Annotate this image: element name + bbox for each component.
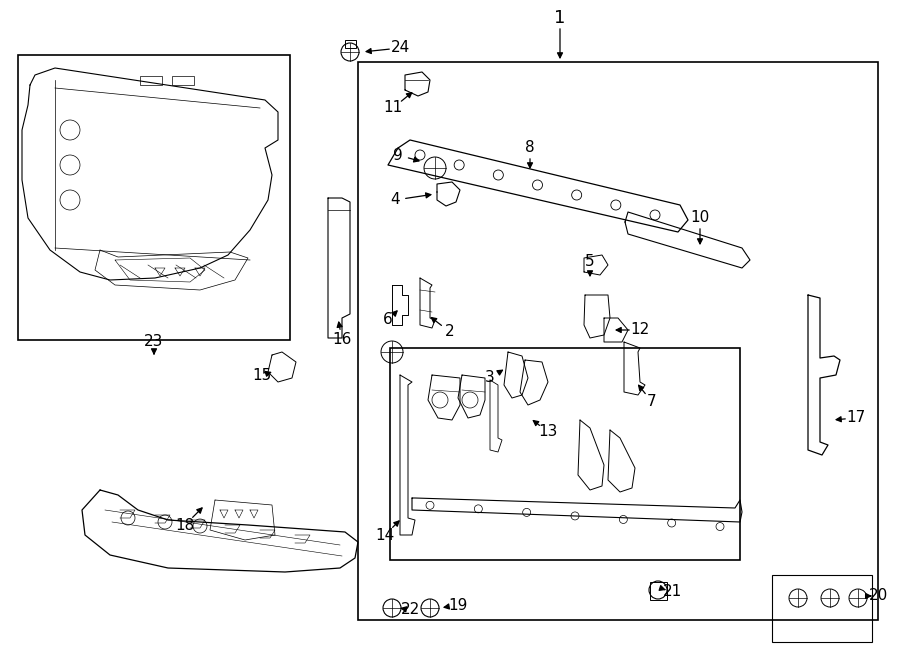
Bar [140, 76, 162, 85]
Text: 4: 4 [391, 192, 400, 208]
Text: 18: 18 [176, 518, 194, 533]
Text: 14: 14 [375, 527, 394, 543]
Text: 22: 22 [400, 602, 419, 617]
Bar [390, 348, 740, 560]
Text: 12: 12 [630, 323, 650, 338]
Text: 13: 13 [538, 424, 558, 440]
Text: 23: 23 [144, 334, 164, 350]
Text: 7: 7 [647, 395, 657, 410]
Text: 17: 17 [846, 410, 866, 426]
Text: 6: 6 [383, 313, 393, 327]
Text: 19: 19 [448, 598, 468, 613]
Bar [772, 575, 872, 642]
Text: 24: 24 [391, 40, 410, 56]
Text: 2: 2 [446, 325, 454, 340]
Bar [172, 76, 194, 85]
Text: 11: 11 [383, 100, 402, 116]
Text: 16: 16 [332, 332, 352, 348]
Bar [18, 55, 290, 340]
Bar [650, 582, 667, 600]
Text: 1: 1 [554, 9, 566, 27]
Text: 15: 15 [252, 368, 272, 383]
Bar [345, 40, 356, 48]
Text: 9: 9 [393, 147, 403, 163]
Bar [358, 62, 878, 620]
Text: 8: 8 [526, 141, 535, 155]
Text: 21: 21 [662, 584, 681, 600]
Text: 10: 10 [690, 210, 709, 225]
Text: 5: 5 [585, 254, 595, 270]
Text: 20: 20 [868, 588, 887, 603]
Text: 3: 3 [485, 371, 495, 385]
